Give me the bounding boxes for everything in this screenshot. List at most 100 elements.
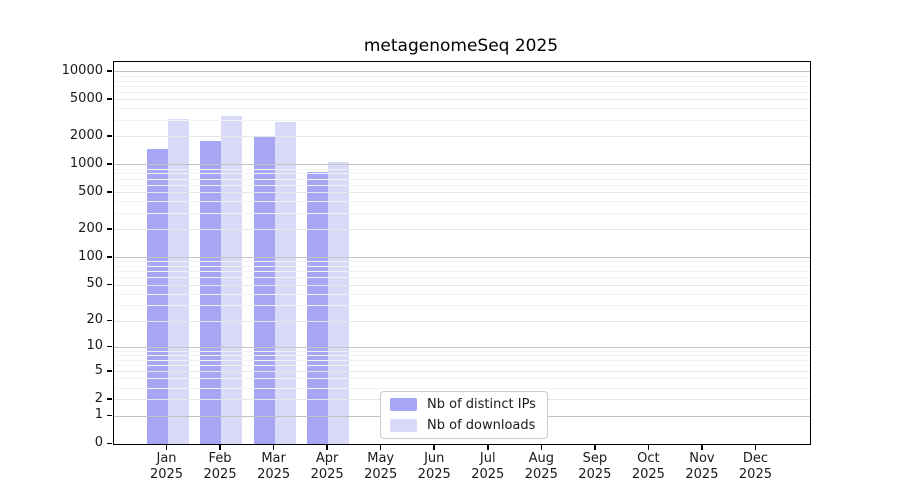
gridline xyxy=(114,387,810,389)
bar-downloads xyxy=(274,121,296,444)
y-tick-label: 200 xyxy=(78,220,103,236)
gridline xyxy=(114,364,810,366)
x-tick-label: Jan 2025 xyxy=(137,451,197,483)
gridline xyxy=(114,168,810,170)
gridline xyxy=(114,304,810,306)
y-tick-mark xyxy=(107,135,112,137)
bar-distinct-ips xyxy=(200,141,222,444)
bar-downloads xyxy=(221,115,243,444)
y-tick-mark xyxy=(107,98,112,100)
gridline xyxy=(114,85,810,87)
y-tick-mark xyxy=(107,442,112,444)
x-tick-year-label: 2025 xyxy=(203,467,237,482)
x-tick-label: Jun 2025 xyxy=(404,451,464,483)
gridline xyxy=(114,261,810,263)
gridline xyxy=(114,99,810,101)
gridline xyxy=(114,359,810,361)
y-tick-mark xyxy=(107,256,112,258)
gridline xyxy=(114,271,810,273)
gridline xyxy=(114,229,810,231)
gridline xyxy=(114,75,810,77)
x-tick-year-label: 2025 xyxy=(471,467,505,482)
legend-item-distinct-ips: Nb of distinct IPs xyxy=(390,397,536,412)
y-tick-label: 2000 xyxy=(69,127,103,143)
x-tick-mark xyxy=(701,444,703,450)
x-tick-mark xyxy=(326,444,328,450)
x-tick-mark xyxy=(540,444,543,450)
gridline xyxy=(114,120,810,122)
x-tick-label: May 2025 xyxy=(351,451,411,483)
gridline xyxy=(114,136,810,138)
gridline xyxy=(114,92,810,94)
y-tick-mark xyxy=(107,398,112,400)
legend-label-distinct-ips: Nb of distinct IPs xyxy=(427,397,536,412)
y-tick-mark xyxy=(107,163,112,165)
x-tick-year-label: 2025 xyxy=(685,467,719,482)
y-tick-mark xyxy=(107,345,112,348)
x-tick-year-label: 2025 xyxy=(631,467,665,482)
gridline xyxy=(114,346,810,348)
y-tick-label: 10000 xyxy=(61,62,103,78)
gridline xyxy=(114,284,810,286)
x-tick-mark xyxy=(219,444,221,450)
x-tick-label: Sep 2025 xyxy=(565,451,625,483)
y-tick-label: 100 xyxy=(78,248,103,264)
y-tick-mark xyxy=(107,319,112,322)
y-tick-mark xyxy=(107,414,112,416)
y-tick-label: 50 xyxy=(86,276,103,292)
x-tick-year-label: 2025 xyxy=(417,467,451,482)
x-tick-label: Aug 2025 xyxy=(511,451,571,483)
gridline xyxy=(114,371,810,373)
x-tick-mark xyxy=(379,444,382,450)
y-tick-mark xyxy=(107,283,112,286)
y-tick-label: 5000 xyxy=(69,90,103,106)
x-tick-mark xyxy=(487,444,489,450)
x-tick-year-label: 2025 xyxy=(578,467,612,482)
gridline xyxy=(114,257,810,259)
x-tick-year-label: 2025 xyxy=(738,467,772,482)
y-tick-label: 20 xyxy=(86,312,103,328)
gridline xyxy=(114,108,810,110)
x-tick-mark xyxy=(594,444,596,450)
x-tick-label: Dec 2025 xyxy=(725,451,785,483)
legend-label-downloads: Nb of downloads xyxy=(427,418,536,433)
bar-downloads xyxy=(167,119,189,444)
x-tick-mark xyxy=(165,444,168,450)
y-tick-label: 2 xyxy=(94,390,103,406)
x-tick-year-label: 2025 xyxy=(149,467,184,482)
x-tick-mark xyxy=(433,444,435,450)
gridline xyxy=(114,178,810,180)
plot-area xyxy=(113,61,811,445)
gridline xyxy=(114,354,810,356)
x-tick-label: Nov 2025 xyxy=(672,451,732,483)
bar-distinct-ips xyxy=(146,149,168,444)
legend-swatch-distinct-ips xyxy=(390,398,417,411)
y-tick-label: 10 xyxy=(86,338,103,354)
y-tick-label: 1000 xyxy=(69,155,103,171)
x-tick-mark xyxy=(272,444,275,450)
x-tick-label: Apr 2025 xyxy=(297,451,357,483)
y-tick-label: 0 xyxy=(94,435,103,450)
x-tick-year-label: 2025 xyxy=(310,467,344,482)
gridline xyxy=(114,164,810,166)
x-tick-label: Jul 2025 xyxy=(458,451,518,483)
gridline xyxy=(114,212,810,214)
x-tick-label: Mar 2025 xyxy=(244,451,304,483)
gridline xyxy=(114,201,810,203)
x-tick-label: Feb 2025 xyxy=(190,451,250,483)
x-tick-mark xyxy=(647,444,650,450)
x-tick-year-label: 2025 xyxy=(257,467,291,482)
legend-swatch-downloads xyxy=(390,419,417,432)
y-tick-mark xyxy=(107,228,112,230)
gridline xyxy=(114,277,810,279)
x-tick-mark xyxy=(754,444,757,450)
x-tick-year-label: 2025 xyxy=(524,467,558,482)
x-tick-year-label: 2025 xyxy=(364,467,398,482)
y-tick-label: 5 xyxy=(94,362,103,378)
gridline xyxy=(114,350,810,352)
gridline xyxy=(114,378,810,380)
bar-distinct-ips xyxy=(253,135,275,444)
y-tick-mark xyxy=(107,70,112,72)
gridline xyxy=(114,192,810,194)
